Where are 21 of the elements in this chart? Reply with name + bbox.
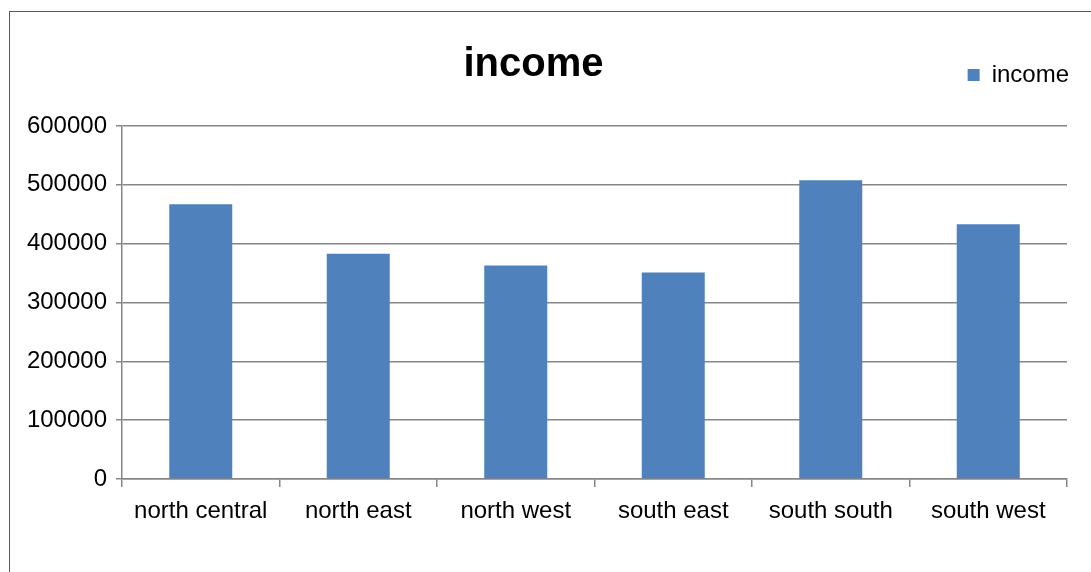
y-tick-label: 0: [93, 463, 107, 491]
y-tick-label: 100000: [26, 404, 107, 432]
x-tick-label: north central: [134, 496, 268, 524]
x-tick-label: south south: [768, 496, 893, 524]
chart-title: income: [463, 40, 604, 85]
y-tick-label: 300000: [26, 287, 107, 315]
legend-label: income: [991, 59, 1070, 87]
y-tick-label: 500000: [26, 169, 107, 197]
bar: [484, 265, 548, 479]
x-tick-label: south east: [617, 496, 729, 524]
x-tick-label: north west: [460, 496, 572, 524]
bar: [169, 204, 233, 479]
bar: [326, 253, 390, 479]
bar: [641, 272, 705, 479]
y-tick-label: 600000: [26, 110, 107, 138]
y-tick-label: 400000: [26, 228, 107, 256]
x-tick-label: north east: [304, 496, 412, 524]
bar: [956, 224, 1020, 479]
bar: [799, 180, 863, 479]
y-tick-label: 200000: [26, 345, 107, 373]
x-tick-label: south west: [930, 496, 1046, 524]
